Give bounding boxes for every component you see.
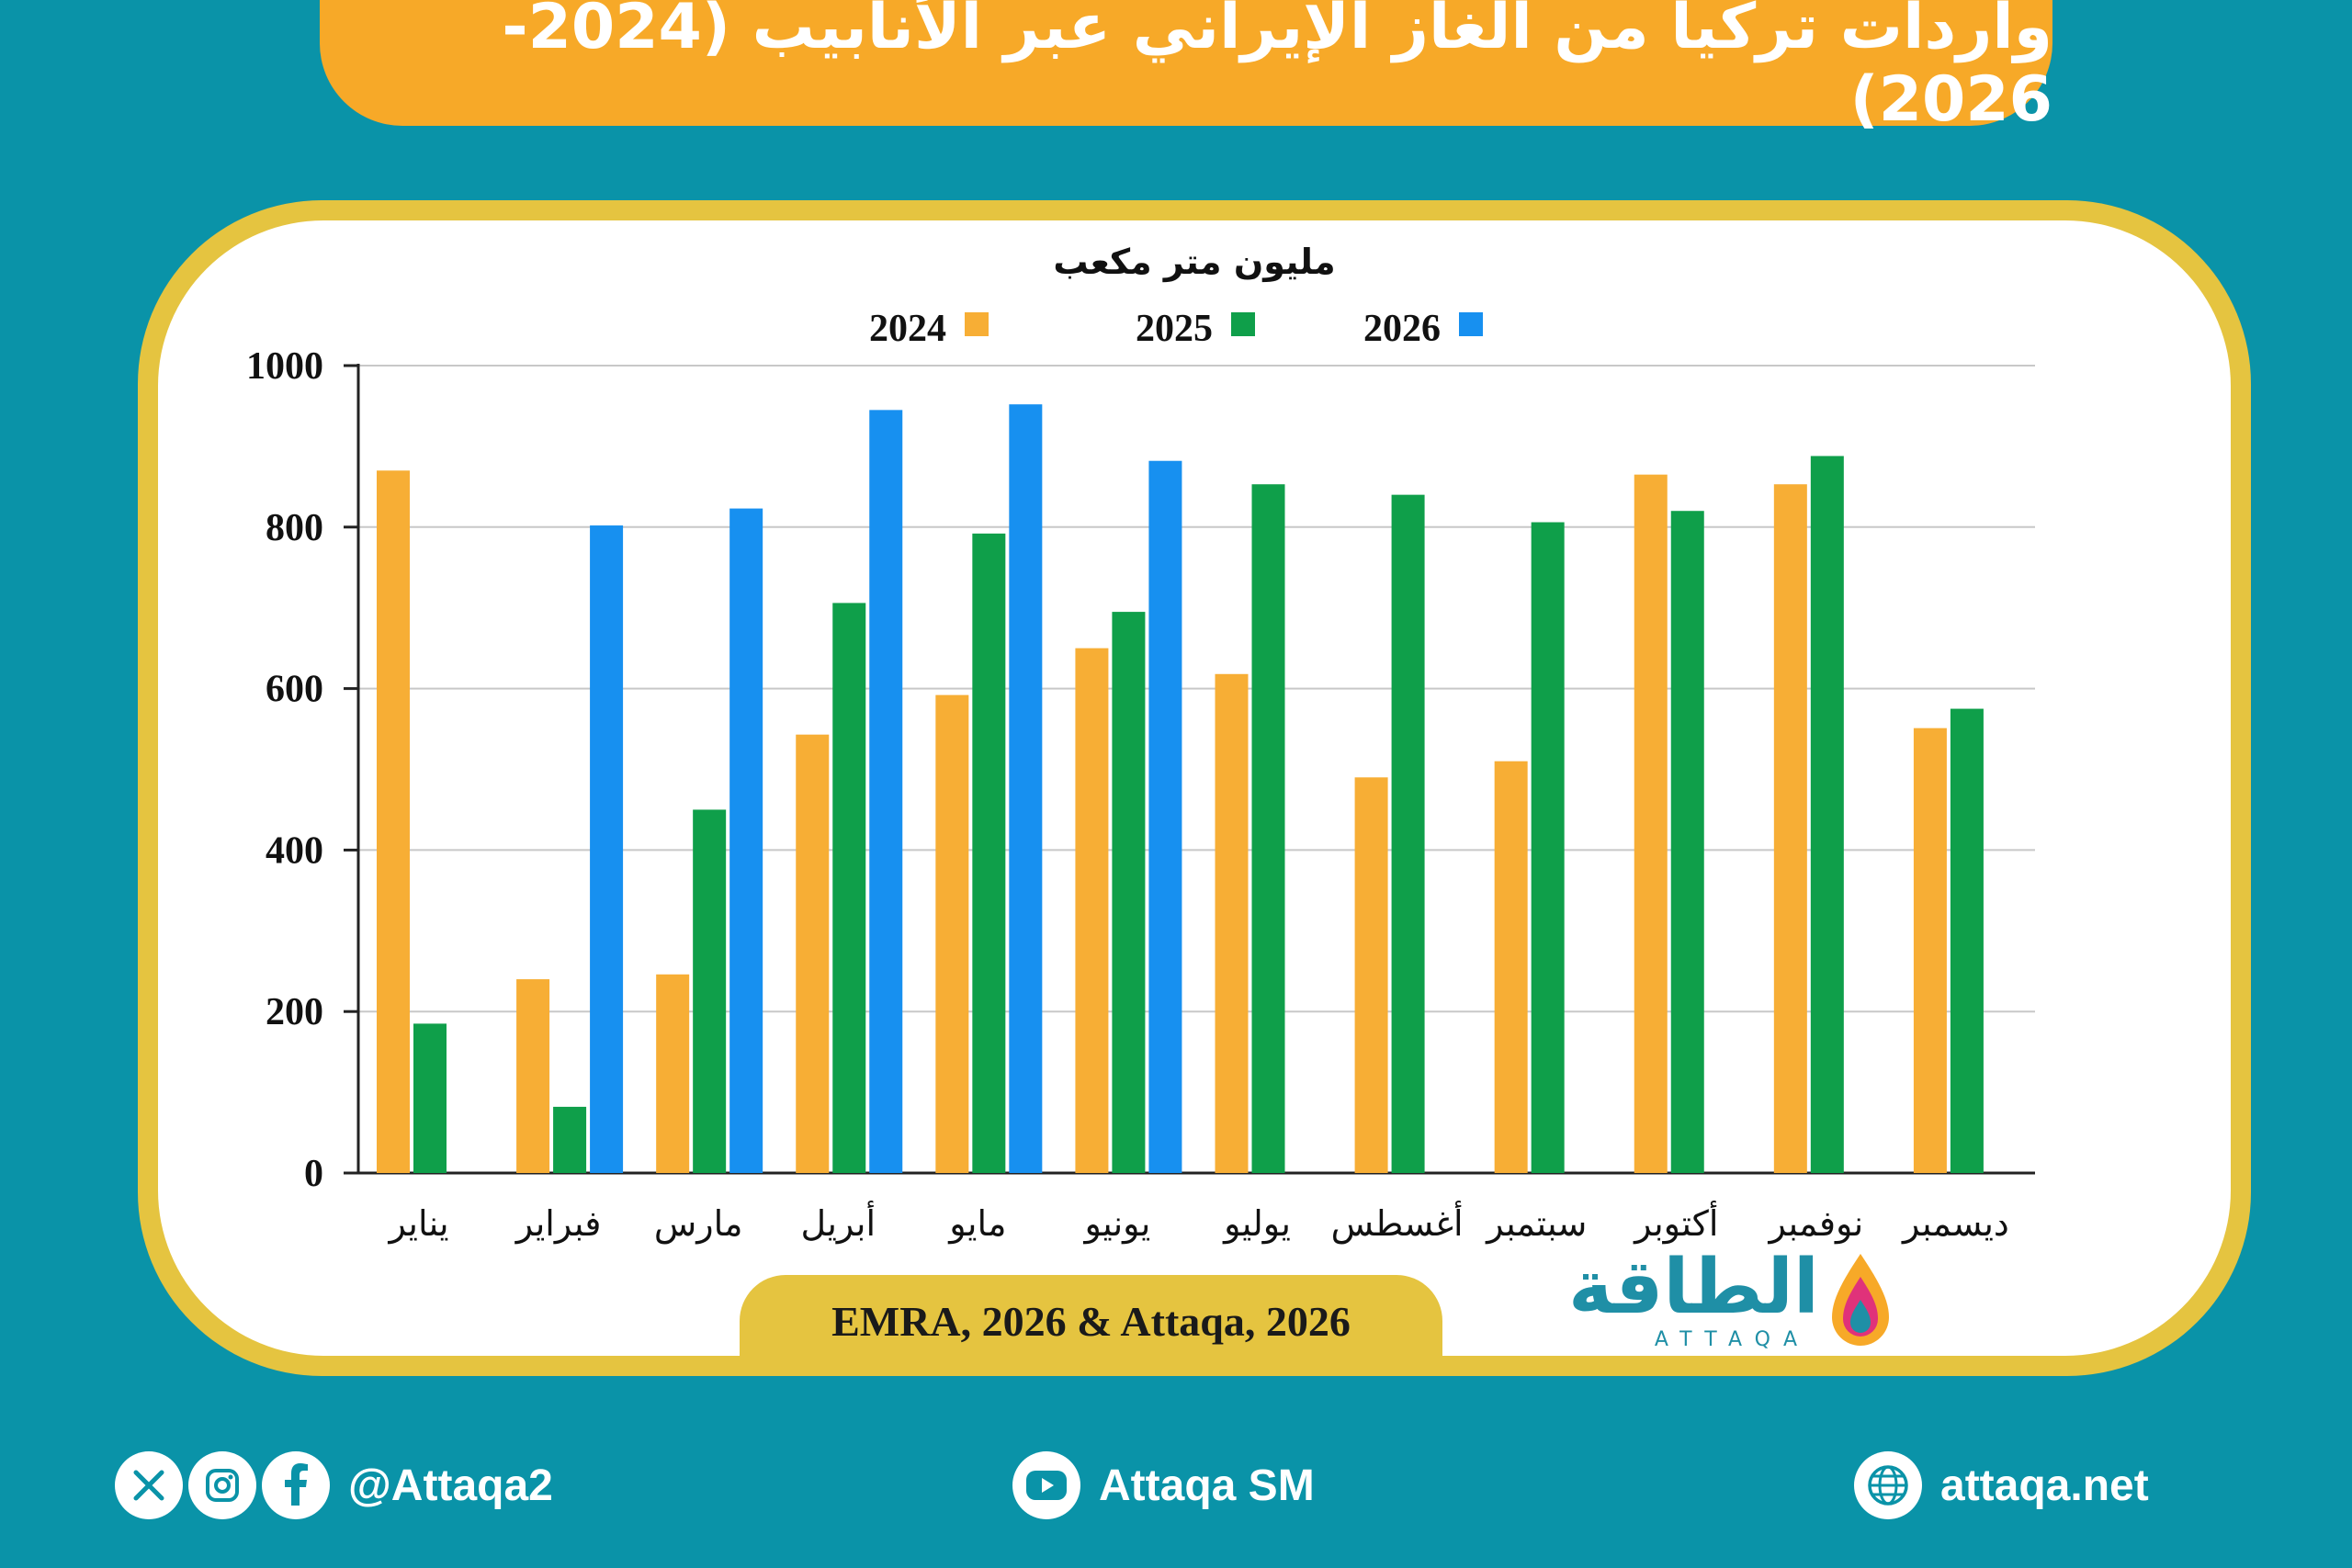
bar-2025-2 — [553, 1106, 587, 1173]
legend-label-2026: 2026 — [1363, 308, 1441, 350]
bar-2024-1 — [377, 470, 410, 1173]
y-tick-label: 800 — [266, 507, 323, 549]
bar-2025-11 — [1810, 456, 1844, 1173]
facebook-icon[interactable] — [262, 1451, 330, 1519]
x-tick-label: يوليو — [1222, 1203, 1291, 1245]
bar-2024-2 — [516, 979, 550, 1173]
y-tick-label: 400 — [266, 829, 323, 872]
bar-2026-2 — [590, 525, 624, 1173]
bar-2024-3 — [656, 974, 690, 1173]
legend-label-2024: 2024 — [869, 308, 946, 350]
footer: @Attaqa2 Attaqa SM attaqa.net — [0, 1451, 2352, 1543]
bar-2026-3 — [729, 508, 763, 1173]
bar-2024-10 — [1634, 474, 1668, 1173]
bar-2024-8 — [1354, 777, 1388, 1173]
x-tick-label: أغسطس — [1331, 1201, 1464, 1244]
y-tick-label: 600 — [266, 669, 323, 711]
bar-2025-5 — [972, 533, 1006, 1173]
bar-2024-12 — [1913, 728, 1947, 1173]
legend-swatch-2026 — [1459, 312, 1483, 336]
legend-label-2025: 2025 — [1136, 308, 1213, 350]
bar-2024-9 — [1494, 761, 1528, 1173]
x-tick-label: يونيو — [1083, 1203, 1151, 1245]
legend-swatch-2025 — [1231, 312, 1255, 336]
x-tick-label: سبتمبر — [1485, 1203, 1587, 1245]
y-tick-label: 0 — [304, 1153, 323, 1195]
social-handle[interactable]: @Attaqa2 — [348, 1461, 553, 1510]
bar-2024-5 — [935, 694, 969, 1173]
source-pill: EMRA, 2026 & Attaqa, 2026 — [740, 1275, 1442, 1367]
x-tick-label: ديسمبر — [1901, 1203, 2009, 1245]
bar-2026-5 — [1009, 404, 1043, 1173]
website-label[interactable]: attaqa.net — [1940, 1461, 2149, 1510]
website-link[interactable]: attaqa.net — [1854, 1451, 2149, 1519]
x-tick-label: يناير — [387, 1203, 448, 1245]
globe-icon[interactable] — [1854, 1451, 1922, 1519]
bar-2025-9 — [1531, 522, 1565, 1173]
x-tick-label: فبراير — [514, 1203, 602, 1245]
x-twitter-icon[interactable] — [115, 1451, 183, 1519]
legend-swatch-2024 — [965, 312, 989, 336]
instagram-icon[interactable] — [188, 1451, 256, 1519]
bar-2025-10 — [1670, 511, 1704, 1173]
brand-english: ATTAQA — [1654, 1328, 1810, 1351]
bar-2025-1 — [413, 1023, 447, 1173]
brand-logo: الطاقة ATTAQA — [1562, 1244, 1893, 1351]
bar-2024-6 — [1075, 648, 1109, 1173]
social-links: @Attaqa2 — [115, 1451, 553, 1519]
chart-title: واردات تركيا من الغاز الإيراني عبر الأنا… — [502, 0, 2052, 136]
title-banner: واردات تركيا من الغاز الإيراني عبر الأنا… — [320, 0, 2052, 136]
x-tick-label: أكتوبر — [1633, 1201, 1718, 1245]
bar-2026-6 — [1148, 460, 1182, 1173]
x-tick-label: نوفمبر — [1767, 1203, 1863, 1245]
x-tick-label: مارس — [654, 1203, 743, 1244]
chart-card-inner — [158, 220, 2231, 1356]
bar-2026-4 — [869, 410, 903, 1174]
x-tick-label: مايو — [947, 1203, 1006, 1245]
youtube-label[interactable]: Attaqa SM — [1099, 1461, 1315, 1510]
brand-arabic: الطاقة — [1568, 1244, 1819, 1331]
chart-card — [138, 200, 2251, 1376]
y-axis-unit-label: مليون متر مكعب — [1053, 242, 1335, 282]
bar-2025-8 — [1391, 494, 1425, 1173]
flame-drop-icon — [1832, 1254, 1889, 1346]
source-text: EMRA, 2026 & Attaqa, 2026 — [831, 1297, 1351, 1345]
bar-2025-3 — [693, 809, 727, 1173]
y-tick-label: 1000 — [246, 345, 323, 388]
youtube-icon[interactable] — [1012, 1451, 1080, 1519]
y-tick-label: 200 — [266, 991, 323, 1033]
bar-2025-6 — [1112, 612, 1146, 1173]
x-tick-label: أبريل — [801, 1201, 876, 1245]
bar-2024-11 — [1773, 484, 1807, 1173]
bar-2025-12 — [1950, 708, 1984, 1173]
youtube-link[interactable]: Attaqa SM — [1012, 1451, 1315, 1519]
bar-2024-4 — [796, 734, 830, 1173]
bar-2024-7 — [1215, 673, 1249, 1173]
bar-2025-7 — [1251, 484, 1285, 1173]
bar-2025-4 — [832, 603, 866, 1173]
